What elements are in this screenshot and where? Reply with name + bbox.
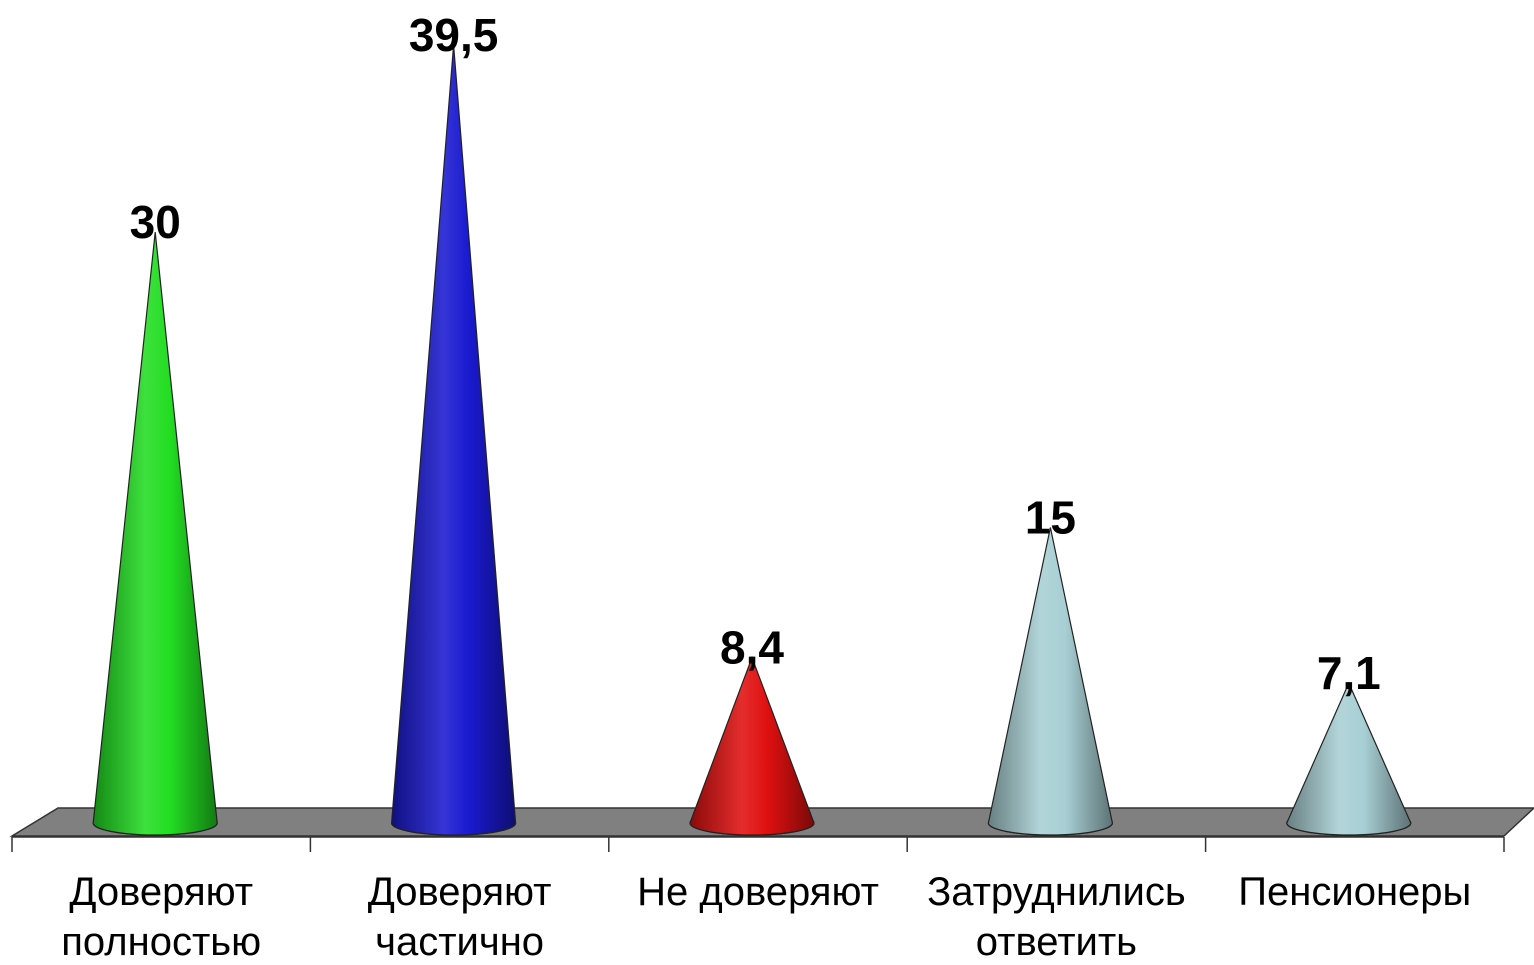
x-axis-ticks (11, 837, 1505, 852)
data-label: 39,5 (409, 9, 499, 61)
data-label: 8,4 (720, 622, 784, 674)
data-label: 7,1 (1317, 647, 1381, 699)
cone-mark (987, 527, 1114, 836)
cone-body (92, 232, 218, 836)
category-label: Пенсионеры (1238, 870, 1471, 914)
category-labels: Доверяют полностью Доверяют частично Не дове… (61, 870, 1471, 964)
cone-body (689, 655, 815, 836)
category-label: Доверяют частично (368, 870, 552, 960)
cone-mark (390, 44, 517, 836)
data-label: 15 (1025, 492, 1076, 544)
category-label: Затруднились ответить (927, 870, 1186, 960)
cone-mark (1286, 681, 1412, 836)
category-label: Доверяют полностью (61, 870, 261, 960)
cone-body (1286, 681, 1412, 836)
data-labels: 30 39,5 8,4 15 7,1 (130, 9, 1381, 699)
cone-mark (689, 655, 815, 836)
category-label: Не доверяют (637, 870, 879, 914)
cone-series (92, 44, 1412, 836)
data-label: 30 (130, 196, 181, 248)
cone-mark (92, 232, 218, 836)
cone-body (987, 527, 1114, 836)
cone-body (390, 44, 517, 836)
